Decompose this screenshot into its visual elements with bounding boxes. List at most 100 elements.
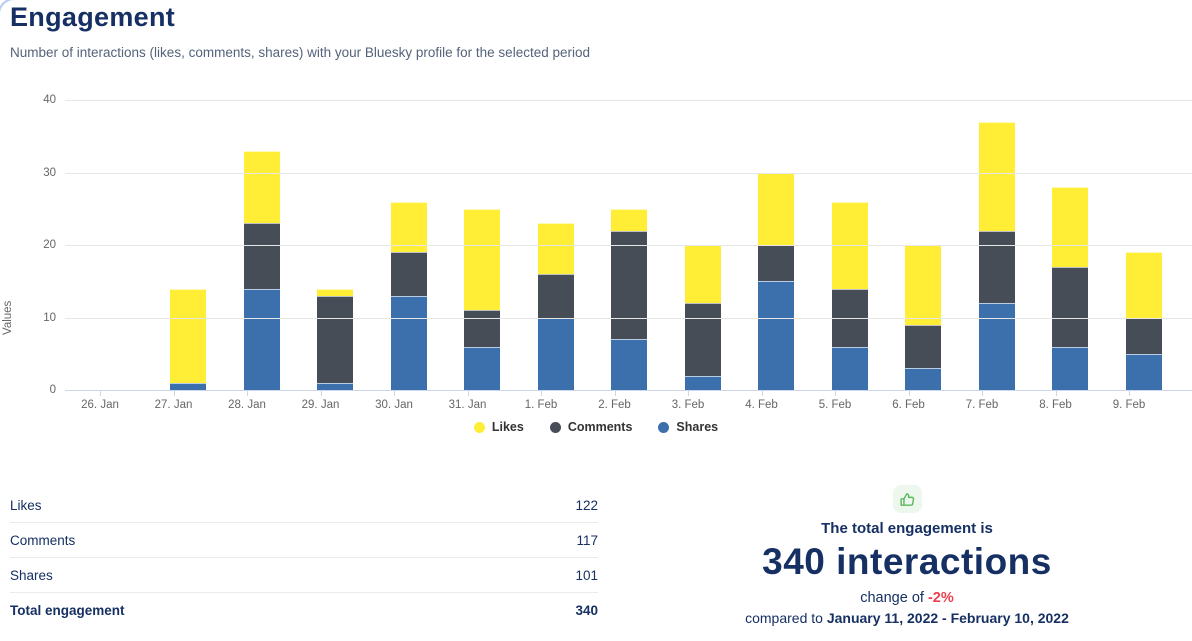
bar-stack-3-feb — [684, 100, 721, 390]
page-title: Engagement — [10, 2, 176, 32]
x-tick-label-5-feb: 5. Feb — [818, 399, 852, 411]
bar-segment-likes[interactable] — [537, 223, 574, 274]
legend-marker-comments — [549, 421, 561, 433]
bar-segment-comments[interactable] — [537, 274, 574, 318]
bar-segment-likes[interactable] — [905, 245, 941, 325]
x-tick-label-2-feb: 2. Feb — [598, 399, 631, 411]
x-axis-line — [65, 390, 1192, 391]
x-axis-tick — [173, 390, 175, 396]
x-tick-label-3-feb: 3. Feb — [671, 399, 705, 411]
summary-row-comments: Comments 117 — [10, 523, 598, 558]
x-tick-label-8-feb: 8. Feb — [1039, 399, 1072, 411]
bar-segment-shares[interactable] — [243, 288, 280, 390]
summary-value: 122 — [575, 497, 598, 513]
bar-segment-shares[interactable] — [611, 339, 647, 390]
legend-marker-likes — [473, 421, 485, 433]
x-tick-label-4-feb: 4. Feb — [745, 399, 778, 411]
summary-label: Total engagement — [10, 603, 125, 618]
engagement-summary-table: Likes 122 Comments 117 Shares 101 Total engage… — [10, 488, 598, 628]
bar-segment-comments[interactable] — [978, 230, 1015, 303]
bar-segment-comments[interactable] — [243, 223, 280, 289]
compare-prefix: compared to — [745, 610, 827, 626]
bar-segment-shares[interactable] — [1052, 346, 1088, 390]
bar-segment-shares[interactable] — [170, 382, 206, 390]
x-axis-tick — [688, 390, 689, 396]
bar-segment-shares[interactable] — [978, 303, 1015, 390]
bar-segment-likes[interactable] — [317, 288, 353, 296]
summary-label: Likes — [10, 497, 42, 513]
bar-segment-likes[interactable] — [1052, 187, 1088, 267]
x-axis-tick — [320, 390, 322, 396]
chart-legend: Likes Comments Shares — [0, 420, 1192, 434]
bar-segment-likes[interactable] — [390, 201, 427, 253]
bar-segment-comments[interactable] — [758, 245, 794, 282]
summary-value: 117 — [576, 532, 598, 548]
y-tick-label-30: 30 — [43, 166, 56, 179]
chart-plot-area: 0 10 20 30 40 26. Jan 27. Jan 28. Jan 29. Jan 30.… — [43, 94, 1192, 411]
y-tick-label-0: 0 — [49, 384, 56, 396]
bar-segment-shares[interactable] — [537, 317, 574, 390]
bar-segment-shares[interactable] — [684, 375, 721, 390]
bar-segment-shares[interactable] — [905, 368, 941, 390]
x-axis-tick — [467, 390, 469, 396]
x-axis-tick — [541, 390, 542, 396]
bar-stack-4-feb — [758, 100, 794, 390]
legend-item-likes[interactable]: Likes — [473, 420, 524, 434]
x-axis-tick — [835, 390, 836, 396]
bar-segment-shares[interactable] — [758, 281, 794, 390]
engagement-chart: Values 0 10 20 30 40 26. Jan 27. Jan 28. Jan 29.… — [0, 90, 1192, 450]
bar-segment-comments[interactable] — [684, 303, 721, 376]
bar-segment-shares[interactable] — [464, 346, 500, 390]
page-subtitle: Number of interactions (likes, comments,… — [10, 45, 590, 60]
bar-segment-comments[interactable] — [905, 324, 941, 369]
total-engagement-heading: The total engagement is — [821, 520, 993, 537]
bar-segment-comments[interactable] — [611, 230, 647, 340]
page-header: Engagement Number of interactions (likes… — [10, 2, 590, 60]
bar-segment-shares[interactable] — [317, 382, 353, 390]
y-tick-label-20: 20 — [43, 239, 56, 251]
bar-segment-shares[interactable] — [1125, 353, 1162, 390]
x-tick-label-27-jan: 27. Jan — [154, 399, 193, 411]
bar-stack-9-feb — [1125, 100, 1162, 390]
bar-segment-comments[interactable] — [1125, 317, 1162, 354]
bar-segment-shares[interactable] — [390, 295, 427, 390]
x-axis-tick — [982, 390, 983, 396]
x-axis-tick — [908, 390, 910, 396]
bar-stack-30-jan — [390, 100, 427, 390]
bar-segment-likes[interactable] — [684, 245, 721, 303]
bar-segment-likes[interactable] — [978, 121, 1015, 231]
x-tick-label-1-feb: 1. Feb — [524, 399, 558, 411]
y-tick-label-40: 40 — [43, 94, 56, 106]
summary-row-likes: Likes 122 — [10, 488, 598, 523]
bar-segment-comments[interactable] — [390, 252, 427, 296]
change-prefix: change of — [860, 590, 928, 606]
legend-item-comments[interactable]: Comments — [549, 420, 633, 434]
legend-label: Likes — [491, 420, 524, 434]
bar-segment-shares[interactable] — [831, 346, 868, 390]
bar-stack-28-jan — [243, 100, 280, 390]
x-axis-tick — [1055, 390, 1057, 396]
x-axis-tick — [1129, 390, 1130, 396]
bar-segment-comments[interactable] — [464, 310, 500, 347]
bar-segment-likes[interactable] — [1125, 252, 1162, 318]
bar-segment-likes[interactable] — [611, 208, 647, 231]
bar-segment-likes[interactable] — [170, 288, 206, 383]
compare-range: January 11, 2022 - February 10, 2022 — [826, 610, 1069, 626]
gridline-40 — [65, 100, 1192, 101]
summary-label: Comments — [10, 532, 76, 548]
thumbs-up-icon — [899, 492, 914, 506]
legend-label: Shares — [676, 420, 719, 434]
bar-segment-likes[interactable] — [464, 208, 500, 311]
bar-segment-likes[interactable] — [758, 172, 794, 245]
summary-value: 101 — [575, 567, 598, 583]
x-tick-label-7-feb: 7. Feb — [965, 399, 999, 411]
total-interactions-value: 340 interactions — [762, 541, 1052, 582]
bar-stack-31-jan — [464, 100, 500, 390]
bar-segment-likes[interactable] — [243, 150, 280, 224]
legend-item-shares[interactable]: Shares — [658, 420, 718, 434]
bar-segment-comments[interactable] — [317, 295, 353, 383]
bar-segment-comments[interactable] — [1052, 266, 1088, 347]
x-axis-tick — [614, 390, 616, 396]
legend-label: Comments — [567, 420, 633, 434]
x-tick-label-29-jan: 29. Jan — [301, 399, 340, 411]
